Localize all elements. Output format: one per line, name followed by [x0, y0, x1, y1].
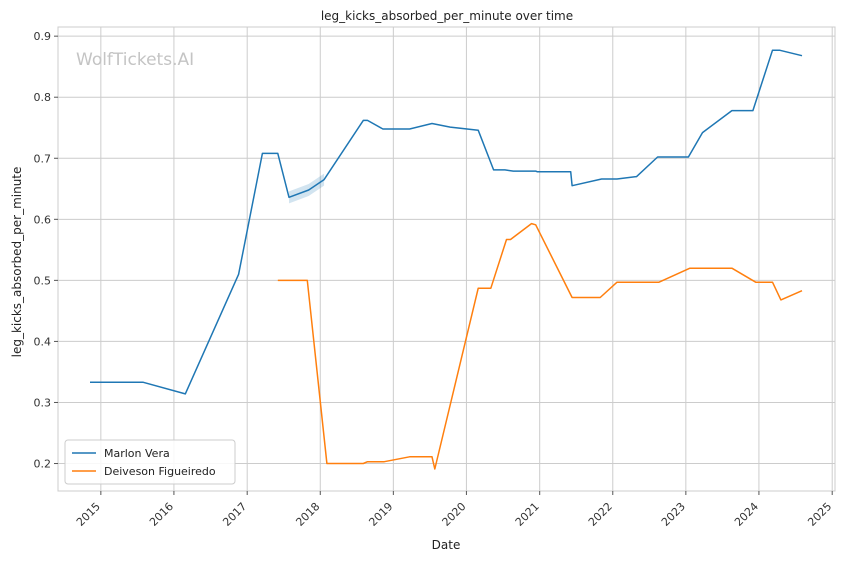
chart-title: leg_kicks_absorbed_per_minute over time	[321, 9, 573, 23]
series-band-marlon-vera	[289, 173, 325, 204]
y-tick-label: 0.3	[34, 396, 52, 409]
y-tick-label: 0.9	[34, 30, 52, 43]
series-line-0	[90, 49, 803, 395]
y-tick-label: 0.5	[34, 274, 52, 287]
confidence-band	[289, 173, 325, 204]
legend-box	[64, 439, 236, 485]
legend: Marlon Vera Deiveson Figueiredo	[64, 439, 236, 485]
watermark: WolfTickets.AI	[76, 50, 194, 70]
y-tick-label: 0.2	[34, 458, 52, 471]
legend-label: Deiveson Figueiredo	[104, 465, 216, 478]
series-lines	[90, 49, 803, 470]
y-tick-label: 0.4	[34, 335, 52, 348]
y-axis-label: leg_kicks_absorbed_per_minute	[10, 167, 24, 358]
y-tick-label: 0.8	[34, 91, 52, 104]
grid-lines	[58, 27, 835, 491]
y-tick-label: 0.7	[34, 152, 52, 165]
y-axis-ticks: 0.2 0.3 0.4 0.5 0.6 0.7 0.8 0.9	[34, 30, 58, 471]
plot-frame	[57, 26, 836, 492]
x-axis-label: Date	[432, 538, 461, 552]
y-tick-label: 0.6	[34, 213, 52, 226]
plot-area	[58, 27, 835, 491]
legend-label: Marlon Vera	[104, 447, 170, 460]
series-line-1	[277, 222, 803, 470]
